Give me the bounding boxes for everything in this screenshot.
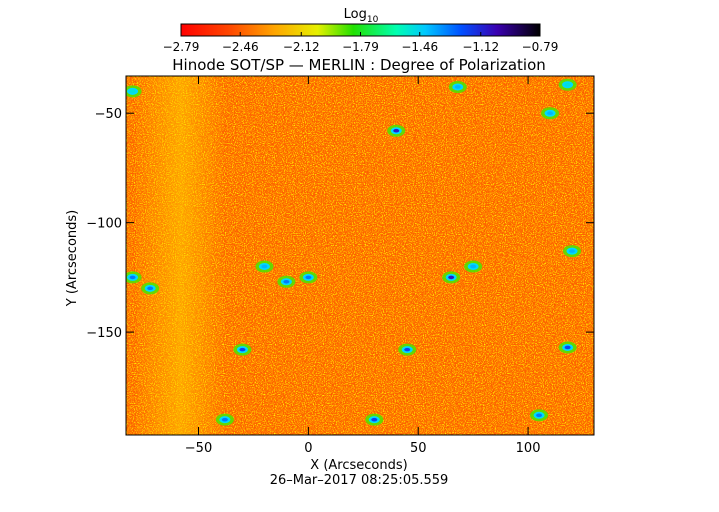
polarization-patch [233,343,252,356]
y-tick-label: −100 [86,217,122,232]
x-tick-label: 0 [304,441,312,456]
polarization-patch [126,85,142,98]
x-tick-label: 50 [410,441,427,456]
colorbar-tick-label: −1.79 [342,40,379,54]
y-tick-label: −50 [95,107,122,122]
polarization-patch [541,107,560,120]
polarization-patch [558,78,577,91]
x-tick-label: 100 [516,441,541,456]
colorbar-label: Log10 [344,7,379,25]
polarization-patch [387,124,406,137]
polarization-patch [464,260,483,273]
colorbar: Log10 −2.79 −2.46 −2.12 −1.79 −1.46 −1.12 −0.7… [163,7,559,54]
polarization-patch [126,271,142,284]
colorbar-tick-label: −1.12 [462,40,499,54]
colorbar-tick-label: −2.46 [222,40,259,54]
colorbar-tick-label: −0.79 [522,40,559,54]
x-tick-label: −50 [185,441,212,456]
polarization-patch [277,275,296,288]
plot-frame [125,75,595,436]
colorbar-tick-label: −2.12 [283,40,320,54]
polarization-patch [398,343,417,356]
colorbar-tick-label: −1.46 [401,40,438,54]
polarization-patch [448,80,467,93]
polarization-patch [299,271,318,284]
polarization-patch [255,260,274,273]
polarization-patch [365,413,384,426]
heatmap-plot-area [126,76,594,435]
colorbar-tick-label: −2.79 [163,40,200,54]
polarization-patch [215,413,234,426]
polarization-patch [442,271,461,284]
polarization-patch [141,282,160,295]
polarization-patch [558,341,577,354]
timestamp-footer: 26–Mar–2017 08:25:05.559 [270,473,449,488]
polarization-patch [530,409,549,422]
heatmap-left-band [136,76,226,435]
chart-title: Hinode SOT/SP — MERLIN : Degree of Polar… [172,56,546,74]
y-tick-label: −150 [86,326,122,341]
x-axis-label: X (Arcseconds) [310,458,407,473]
y-axis-label: Y (Arcseconds) [65,210,80,307]
polarization-patch [563,245,582,258]
